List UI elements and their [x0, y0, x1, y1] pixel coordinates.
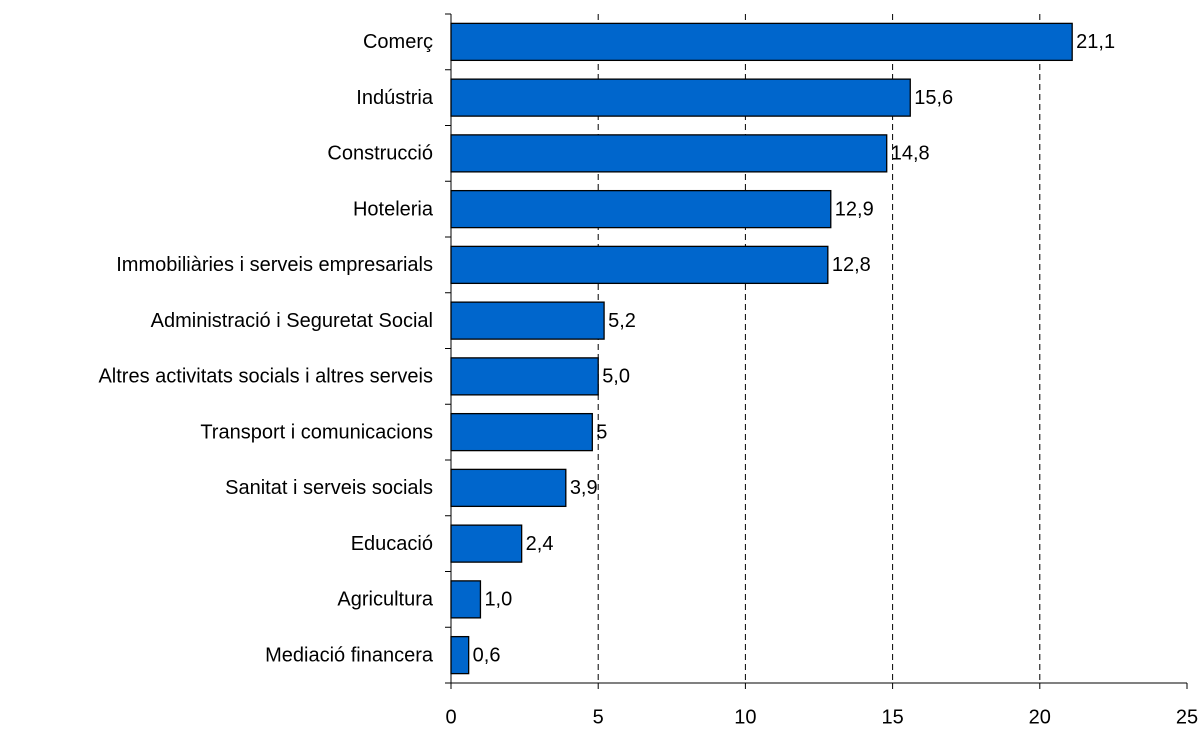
value-label: 3,9 — [570, 477, 598, 499]
y-tick-label: Administració i Seguretat Social — [151, 310, 433, 332]
y-tick-label: Indústria — [356, 87, 434, 109]
value-label: 0,6 — [473, 644, 501, 666]
value-label: 2,4 — [526, 533, 554, 555]
bar — [450, 468, 567, 508]
y-tick-label: Transport i comunicacions — [200, 421, 433, 443]
x-tick-label: 10 — [734, 706, 756, 728]
y-tick-label: Construcció — [327, 143, 433, 165]
bar — [450, 22, 1073, 62]
value-label: 5 — [596, 421, 607, 443]
value-label: 12,9 — [835, 198, 874, 220]
y-tick-label: Immobiliàries i serveis empresarials — [116, 254, 433, 276]
y-tick-label: Agricultura — [337, 589, 433, 611]
y-tick-label: Sanitat i serveis socials — [225, 477, 433, 499]
y-tick-label: Hoteleria — [353, 198, 434, 220]
value-label: 5,0 — [602, 366, 630, 388]
value-label: 1,0 — [484, 589, 512, 611]
bar — [450, 357, 599, 396]
y-tick-label: Comerç — [363, 31, 433, 53]
x-tick-label: 15 — [881, 706, 903, 728]
bar — [450, 524, 523, 563]
x-tick-label: 25 — [1176, 706, 1198, 728]
y-tick-label: Mediació financera — [265, 644, 434, 666]
bar — [450, 78, 911, 117]
bar — [450, 635, 470, 675]
bar — [450, 189, 832, 229]
value-label: 15,6 — [914, 87, 953, 109]
bar — [450, 412, 593, 452]
y-tick-label: Educació — [351, 533, 433, 555]
bar — [450, 301, 605, 340]
value-label: 14,8 — [891, 143, 930, 165]
x-tick-label: 0 — [445, 706, 456, 728]
value-label: 12,8 — [832, 254, 871, 276]
value-label: 5,2 — [608, 310, 636, 332]
x-tick-label: 5 — [593, 706, 604, 728]
bar — [450, 580, 482, 619]
y-tick-label: Altres activitats socials i altres serve… — [98, 366, 433, 388]
x-tick-label: 20 — [1029, 706, 1051, 728]
bar — [450, 134, 888, 173]
value-label: 21,1 — [1076, 31, 1115, 53]
bar — [450, 245, 829, 285]
